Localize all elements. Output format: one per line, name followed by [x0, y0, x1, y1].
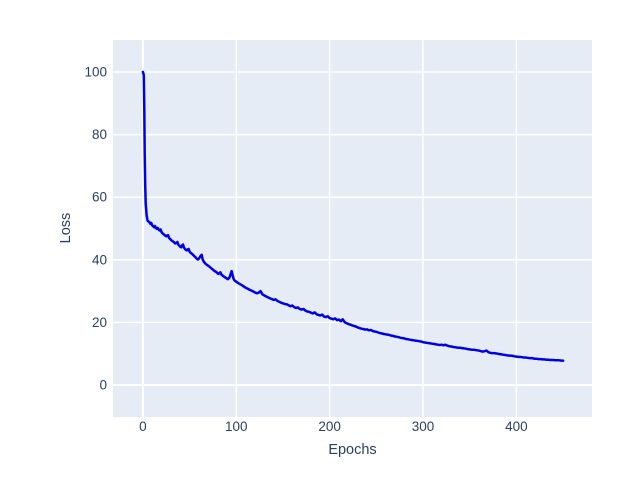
loss-curve — [141, 70, 565, 362]
x-tick-label: 400 — [505, 419, 528, 434]
y-axis-title: Loss — [57, 212, 74, 244]
plot-area-background[interactable] — [113, 40, 592, 417]
x-tick-label: 100 — [225, 419, 248, 434]
x-tick-label: 200 — [318, 419, 341, 434]
y-tick-label: 100 — [84, 64, 107, 79]
x-axis-title: Epochs — [328, 442, 377, 458]
y-tick-label: 40 — [92, 252, 107, 267]
x-tick-label: 300 — [412, 419, 435, 434]
y-tick-label: 20 — [92, 315, 107, 330]
y-tick-label: 80 — [92, 127, 107, 142]
x-tick-label: 0 — [139, 419, 147, 434]
y-tick-label: 60 — [92, 190, 107, 205]
y-tick-label: 0 — [99, 378, 107, 393]
